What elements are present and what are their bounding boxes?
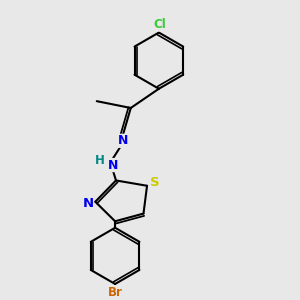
Text: S: S (150, 176, 159, 189)
Text: N: N (108, 159, 118, 172)
Text: N: N (118, 134, 128, 147)
Text: H: H (95, 154, 105, 167)
Text: Br: Br (108, 286, 122, 299)
Text: Cl: Cl (153, 18, 166, 31)
Text: N: N (82, 197, 93, 210)
